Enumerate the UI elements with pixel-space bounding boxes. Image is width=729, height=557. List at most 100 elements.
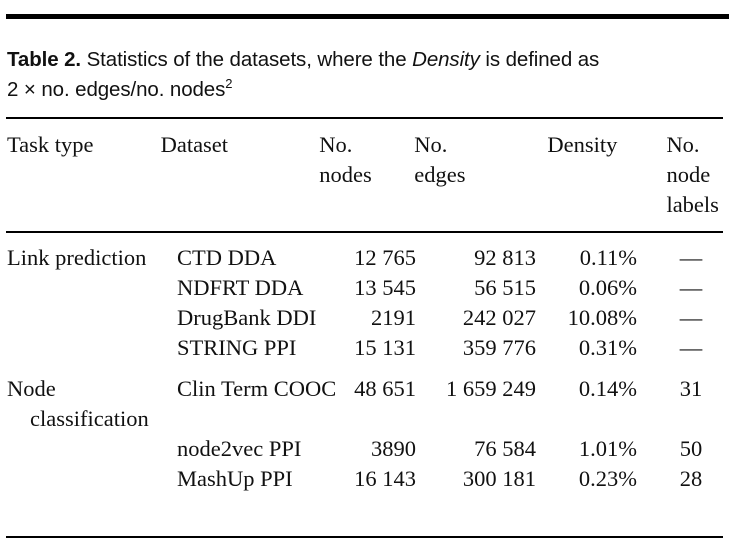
edges-cell: 92 813 (416, 243, 536, 273)
dataset-cell: DrugBank DDI (177, 303, 340, 333)
node-labels-cell-text: 50 (679, 436, 703, 461)
nodes-cell-text: 2191 (371, 305, 416, 330)
caption-formula: 2 × no. edges/no. nodes (7, 78, 226, 101)
header-density: Density (547, 132, 618, 157)
nodes-cell: 48 651 (340, 363, 416, 434)
nodes-cell: 13 545 (340, 273, 416, 303)
header-row: Task type Dataset No. nodes No. edges De… (7, 130, 729, 220)
dataset-cell: NDFRT DDA (177, 273, 340, 303)
dataset-cell: CTD DDA (177, 243, 340, 273)
node-labels-cell: — (637, 303, 723, 333)
header-task-type: Task type (7, 132, 94, 157)
table-row: Link prediction CTD DDA 12 765 92 813 0.11% — (7, 243, 723, 273)
table-row: NDFRT DDA 13 545 56 515 0.06% — (7, 273, 723, 303)
table-row: Node classification Clin Term COOC 48 651 1… (7, 363, 723, 434)
dataset-cell-text: Clin Term COOC (177, 376, 337, 401)
caption-label: Table 2. (7, 48, 82, 71)
density-cell-text: 10.08% (567, 305, 637, 330)
edges-cell-text: 300 181 (462, 466, 536, 491)
caption-rule (6, 117, 723, 119)
table-body: Link prediction CTD DDA 12 765 92 813 0.11% —… (7, 243, 723, 494)
header-dataset: Dataset (160, 132, 229, 157)
node-labels-cell-text: — (679, 275, 703, 300)
density-cell: 0.31% (536, 333, 637, 363)
node-labels-cell: 31 (637, 363, 723, 434)
dataset-cell: STRING PPI (177, 333, 340, 363)
density-cell-text: 0.11% (579, 245, 637, 270)
header-edges: No. edges (414, 132, 466, 187)
density-cell: 0.23% (536, 464, 637, 494)
task-type-cell-text: Node classification (7, 376, 149, 431)
edges-cell: 56 515 (416, 273, 536, 303)
task-type-cell-text: Link prediction (7, 245, 147, 270)
top-thick-rule (6, 14, 729, 19)
task-type-cell (7, 434, 177, 464)
density-cell-text: 1.01% (578, 436, 637, 461)
table-header: Task type Dataset No. nodes No. edges De… (7, 130, 729, 220)
node-labels-cell-text: — (679, 335, 703, 360)
header-node-labels: No. node labels (666, 132, 719, 217)
task-type-cell (7, 464, 177, 494)
nodes-cell: 16 143 (340, 464, 416, 494)
nodes-cell: 2191 (340, 303, 416, 333)
task-type-cell (7, 273, 177, 303)
density-cell: 1.01% (536, 434, 637, 464)
nodes-cell-text: 12 765 (354, 245, 416, 270)
density-cell: 0.14% (536, 363, 637, 434)
task-type-cell: Link prediction (7, 243, 177, 273)
node-labels-cell: 50 (637, 434, 723, 464)
edges-cell: 76 584 (416, 434, 536, 464)
density-cell: 0.11% (536, 243, 637, 273)
caption-superscript: 2 (225, 76, 233, 91)
edges-cell-text: 92 813 (474, 245, 536, 270)
dataset-cell-text: CTD DDA (177, 245, 277, 270)
table-row: DrugBank DDI 2191 242 027 10.08% — (7, 303, 723, 333)
nodes-cell-text: 3890 (371, 436, 416, 461)
caption-italic: Density (412, 48, 480, 71)
edges-cell-text: 1 659 249 (446, 376, 536, 401)
task-type-cell: Node classification (7, 363, 177, 434)
dataset-cell: node2vec PPI (177, 434, 340, 464)
dataset-cell-text: STRING PPI (177, 335, 297, 360)
edges-cell: 1 659 249 (416, 363, 536, 434)
edges-cell-text: 242 027 (462, 305, 536, 330)
dataset-cell-text: MashUp PPI (177, 466, 293, 491)
edges-cell-text: 56 515 (474, 275, 536, 300)
table-caption: Table 2. Statistics of the datasets, whe… (7, 45, 599, 105)
density-cell: 0.06% (536, 273, 637, 303)
edges-cell-text: 76 584 (474, 436, 536, 461)
nodes-cell: 12 765 (340, 243, 416, 273)
edges-cell: 242 027 (416, 303, 536, 333)
task-type-cell (7, 333, 177, 363)
density-cell-text: 0.23% (578, 466, 637, 491)
edges-cell: 359 776 (416, 333, 536, 363)
nodes-cell: 15 131 (340, 333, 416, 363)
table-row: node2vec PPI 3890 76 584 1.01% 50 (7, 434, 723, 464)
dataset-cell-text: NDFRT DDA (177, 275, 304, 300)
caption-text: Statistics of the datasets, where the (81, 48, 413, 71)
node-labels-cell: — (637, 273, 723, 303)
node-labels-cell-text: 31 (679, 376, 703, 401)
node-labels-cell-text: — (679, 305, 703, 330)
nodes-cell-text: 15 131 (354, 335, 416, 360)
header-nodes: No. nodes (319, 132, 372, 187)
caption-text-after: is defined as (479, 48, 600, 71)
density-cell-text: 0.14% (578, 376, 637, 401)
node-labels-cell: — (637, 243, 723, 273)
node-labels-cell: 28 (637, 464, 723, 494)
table-row: STRING PPI 15 131 359 776 0.31% — (7, 333, 723, 363)
node-labels-cell-text: — (679, 245, 703, 270)
nodes-cell-text: 13 545 (354, 275, 416, 300)
header-rule (6, 231, 723, 233)
edges-cell: 300 181 (416, 464, 536, 494)
nodes-cell-text: 48 651 (354, 376, 416, 401)
nodes-cell-text: 16 143 (354, 466, 416, 491)
table-row: MashUp PPI 16 143 300 181 0.23% 28 (7, 464, 723, 494)
density-cell: 10.08% (536, 303, 637, 333)
node-labels-cell: — (637, 333, 723, 363)
edges-cell-text: 359 776 (462, 335, 536, 360)
density-cell-text: 0.06% (578, 275, 637, 300)
dataset-cell-text: DrugBank DDI (177, 305, 317, 330)
node-labels-cell-text: 28 (679, 466, 703, 491)
dataset-cell-text: node2vec PPI (177, 436, 302, 461)
